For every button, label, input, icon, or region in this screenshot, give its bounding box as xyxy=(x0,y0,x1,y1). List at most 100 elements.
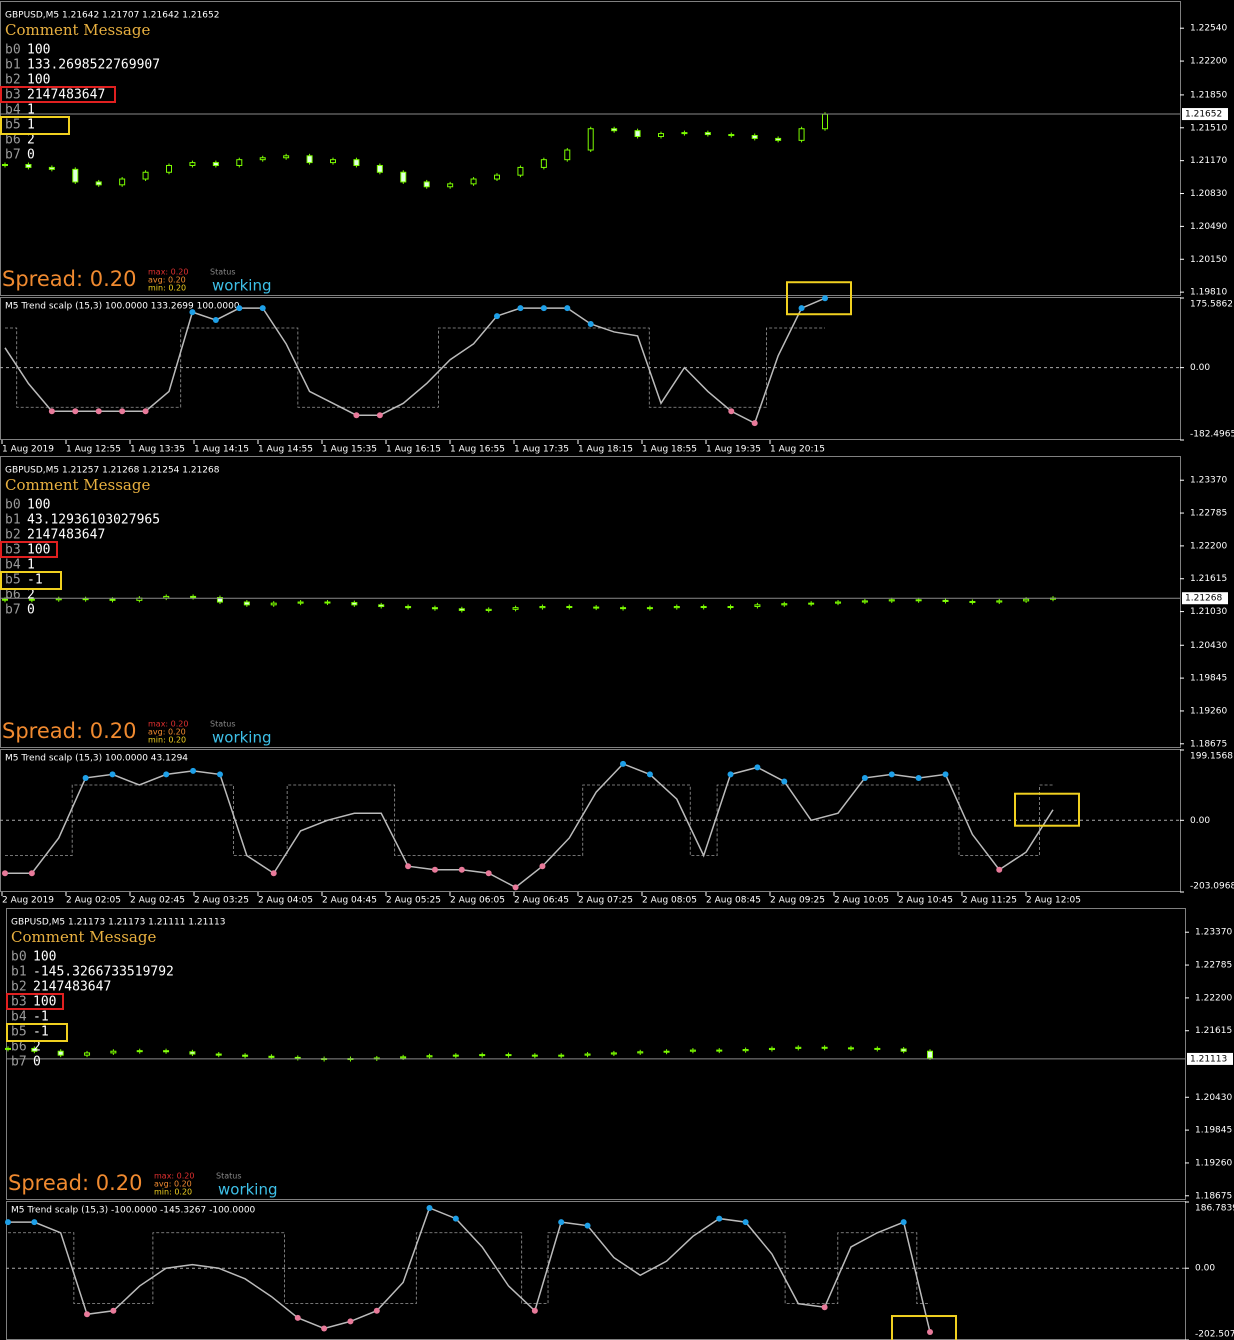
candle xyxy=(847,1047,854,1050)
price-tick-label: 1.20490 xyxy=(1190,222,1227,232)
time-label: 1 Aug 18:55 xyxy=(642,445,697,455)
buy-dot xyxy=(494,313,500,320)
candle xyxy=(704,132,711,136)
time-label: 2 Aug 08:45 xyxy=(706,896,761,906)
candle xyxy=(378,604,385,608)
candle xyxy=(189,162,196,166)
price-tick-label: 1.20830 xyxy=(1190,189,1227,199)
candle xyxy=(751,135,758,139)
comment-key: b3 xyxy=(5,543,21,558)
sell-dot xyxy=(751,420,758,427)
spread-max: max: 0.20 xyxy=(148,268,188,277)
indicator-tick-label: 0.00 xyxy=(1190,816,1210,826)
highlight-yellow xyxy=(0,571,62,590)
comment-value: 1 xyxy=(27,103,35,118)
indicator-header: M5 Trend scalp (15,3) 100.0000 133.2699 … xyxy=(5,302,240,312)
candle xyxy=(996,600,1003,603)
candle xyxy=(452,1054,459,1057)
candle xyxy=(822,113,828,130)
main-window xyxy=(6,908,1186,1200)
time-label: 1 Aug 19:35 xyxy=(706,445,761,455)
comment-key: b2 xyxy=(11,980,27,995)
candle xyxy=(72,168,79,183)
candle xyxy=(795,1046,802,1049)
price-tick-label: 1.21615 xyxy=(1190,574,1227,584)
time-label: 2 Aug 10:05 xyxy=(834,896,889,906)
candle xyxy=(447,183,454,188)
comment-key: b4 xyxy=(5,558,21,573)
candle xyxy=(324,601,331,604)
candle xyxy=(689,1049,696,1052)
comment-value: 2147483647 xyxy=(27,528,105,543)
highlight-red xyxy=(0,541,58,558)
candle xyxy=(283,155,290,159)
price-tick-label: 1.22785 xyxy=(1190,509,1227,519)
candle xyxy=(216,597,223,603)
spread-avg: avg: 0.20 xyxy=(148,276,186,285)
status-label: Status xyxy=(210,268,236,277)
comment-title: Comment Message xyxy=(11,928,156,946)
price-tick-label: 1.22200 xyxy=(1190,57,1227,67)
candle xyxy=(2,164,8,167)
highlight-yellow xyxy=(891,1315,957,1340)
price-tick-label: 1.21615 xyxy=(1195,1026,1232,1036)
price-tick-label: 1.21510 xyxy=(1190,123,1227,133)
signal-line xyxy=(8,1232,930,1305)
candle xyxy=(31,1047,38,1052)
comment-value: 100 xyxy=(33,995,56,1010)
comment-value: 100 xyxy=(27,543,50,558)
time-label: 2 Aug 12:05 xyxy=(1026,896,1081,906)
highlight-yellow xyxy=(6,1023,68,1042)
chart-header: GBPUSD,M5 1.21642 1.21707 1.21642 1.2165… xyxy=(5,11,219,21)
candle xyxy=(242,1054,249,1057)
price-tick-label: 1.19810 xyxy=(1190,288,1227,298)
buy-dot xyxy=(31,1219,38,1226)
candle xyxy=(163,1050,170,1053)
candle xyxy=(426,1055,433,1058)
price-tick-label: 1.21850 xyxy=(1190,90,1227,100)
time-label: 2 Aug 09:25 xyxy=(770,896,825,906)
comment-key: b3 xyxy=(5,88,21,103)
comment-key: b5 xyxy=(5,573,21,588)
comment-key: b6 xyxy=(5,588,21,603)
comment-value: 0 xyxy=(27,603,35,618)
sell-dot xyxy=(142,408,149,415)
sell-dot xyxy=(376,412,383,419)
candle xyxy=(634,130,641,137)
sell-dot xyxy=(821,1304,828,1311)
spread: Spread: 0.20 xyxy=(2,719,136,743)
candle xyxy=(166,164,172,173)
price-tick-label: 1.22200 xyxy=(1195,993,1232,1003)
time-label: 1 Aug 14:55 xyxy=(258,445,313,455)
sell-dot xyxy=(72,408,79,415)
candle xyxy=(663,1050,670,1053)
candle xyxy=(681,132,688,135)
spread-avg: avg: 0.20 xyxy=(148,728,186,737)
chart-header: GBPUSD,M5 1.21257 1.21268 1.21254 1.2126… xyxy=(5,466,220,476)
buy-dot xyxy=(798,305,805,312)
comment-key: b0 xyxy=(11,950,27,965)
candle xyxy=(236,159,243,166)
buy-dot xyxy=(82,774,89,781)
candle xyxy=(400,1056,407,1059)
comment-value: 1 xyxy=(27,118,35,133)
candle xyxy=(775,137,782,141)
spread-avg: avg: 0.20 xyxy=(154,1180,192,1189)
candle xyxy=(728,134,735,137)
candle xyxy=(306,155,313,164)
comment-key: b7 xyxy=(5,603,21,618)
time-label: 2 Aug 11:25 xyxy=(962,896,1017,906)
buy-dot xyxy=(915,774,922,781)
comment-key: b2 xyxy=(5,73,21,88)
comment-value: -1 xyxy=(33,1010,49,1025)
sell-dot xyxy=(2,870,8,877)
sell-dot xyxy=(119,408,126,415)
candle xyxy=(330,159,336,164)
candle xyxy=(593,606,600,609)
candle xyxy=(485,608,492,611)
spread-max: max: 0.20 xyxy=(148,720,188,729)
comment-key: b5 xyxy=(5,118,21,133)
comment-key: b5 xyxy=(11,1025,27,1040)
bid-label: 1.21113 xyxy=(1190,1054,1227,1064)
comment-value: 2147483647 xyxy=(33,980,111,995)
